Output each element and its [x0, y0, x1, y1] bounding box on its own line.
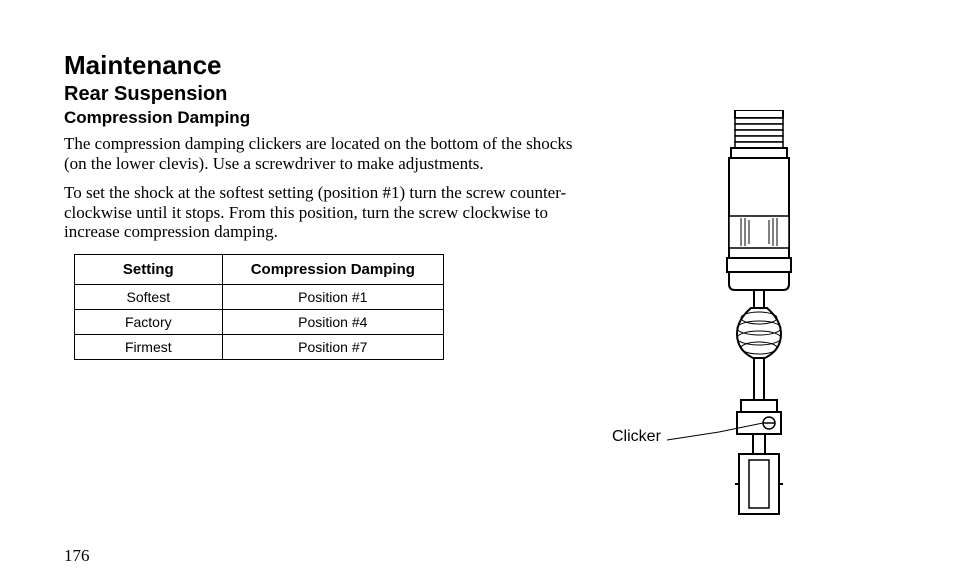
table-header-row: Setting Compression Damping	[75, 254, 444, 284]
table-row: Factory Position #4	[75, 309, 444, 334]
table-cell-setting: Firmest	[75, 334, 223, 359]
table-header-value: Compression Damping	[222, 254, 443, 284]
table-row: Softest Position #1	[75, 284, 444, 309]
page-number: 176	[64, 546, 90, 566]
table-cell-value: Position #1	[222, 284, 443, 309]
table-cell-setting: Softest	[75, 284, 223, 309]
page-title: Maintenance	[64, 50, 574, 81]
subsection-title: Compression Damping	[64, 108, 574, 128]
settings-table: Setting Compression Damping Softest Posi…	[74, 254, 444, 360]
table-cell-setting: Factory	[75, 309, 223, 334]
table-cell-value: Position #4	[222, 309, 443, 334]
clicker-label: Clicker	[612, 428, 661, 446]
table-row: Firmest Position #7	[75, 334, 444, 359]
paragraph-1: The compression damping clickers are loc…	[64, 134, 574, 173]
section-title: Rear Suspension	[64, 83, 574, 106]
shock-diagram-icon	[659, 110, 859, 530]
table-cell-value: Position #7	[222, 334, 443, 359]
table-header-setting: Setting	[75, 254, 223, 284]
paragraph-2: To set the shock at the softest setting …	[64, 183, 574, 242]
shock-figure: Clicker	[594, 50, 904, 360]
